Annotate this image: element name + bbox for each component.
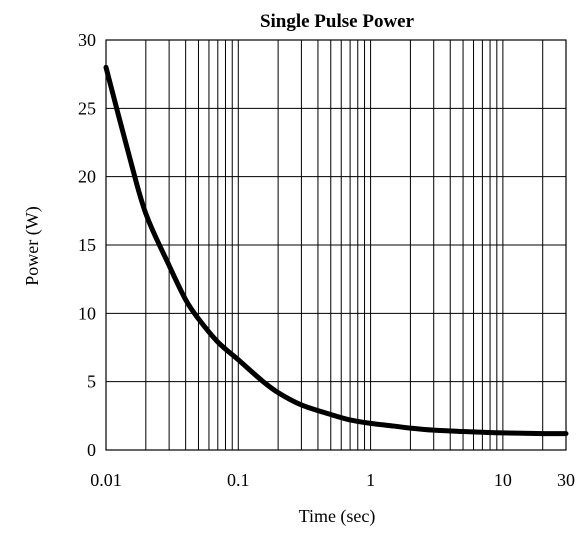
grid (105, 39, 567, 451)
y-axis-label: Power (W) (22, 206, 43, 285)
x-axis-label: Time (sec) (299, 506, 376, 527)
x-tick-label: 10 (494, 470, 512, 490)
x-tick-label: 30 (557, 470, 575, 490)
y-tick-label: 10 (78, 303, 96, 323)
x-tick-labels: 0.01 0.1 1 10 30 (90, 470, 575, 490)
power-curve (103, 64, 569, 437)
x-tick-label: 0.1 (227, 470, 250, 490)
x-tick-label: 1 (366, 470, 375, 490)
y-tick-label: 0 (87, 440, 96, 460)
chart-title: Single Pulse Power (260, 11, 415, 32)
x-tick-label: 0.01 (90, 470, 122, 490)
y-tick-label: 25 (78, 98, 96, 118)
y-tick-labels: 0 5 10 15 20 25 30 (78, 30, 96, 460)
y-tick-label: 20 (78, 167, 96, 187)
plot-area (105, 39, 567, 451)
y-tick-label: 30 (78, 30, 96, 50)
y-tick-label: 15 (78, 235, 96, 255)
y-tick-label: 5 (87, 372, 96, 392)
